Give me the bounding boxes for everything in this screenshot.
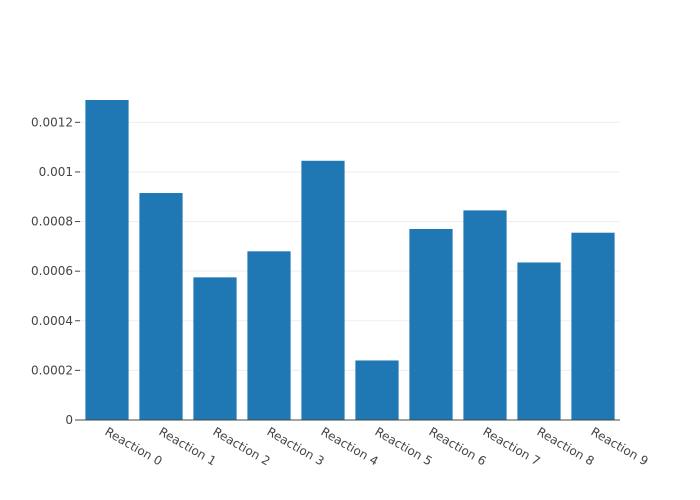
bar-8 [517, 262, 561, 420]
y-tick-label-5: 0.001 [39, 165, 73, 179]
y-tick-label-6: 0.0012 [31, 115, 73, 129]
bar-2 [193, 277, 237, 420]
x-tick-label-6: Reaction 6 [427, 424, 489, 468]
bar-3 [247, 251, 291, 420]
x-tick-label-0: Reaction 0 [103, 424, 165, 468]
bar-7 [463, 210, 507, 420]
x-tick-label-3: Reaction 3 [265, 424, 327, 468]
y-axis: 0 0.0002 0.0004 0.0006 0.0008 0.001 0.0012 [31, 115, 80, 427]
y-tick-label-4: 0.0008 [31, 215, 73, 229]
x-tick-label-4: Reaction 4 [319, 424, 381, 468]
y-tick-label-1: 0.0002 [31, 363, 73, 377]
bar-6 [409, 228, 453, 420]
y-tick-label-0: 0 [65, 413, 73, 427]
bars [85, 100, 615, 420]
bar-5 [355, 360, 399, 420]
x-tick-label-9: Reaction 9 [589, 424, 651, 468]
bar-4 [301, 160, 345, 420]
x-tick-label-2: Reaction 2 [211, 424, 273, 468]
x-tick-label-1: Reaction 1 [157, 424, 219, 468]
bar-0 [85, 100, 129, 420]
y-tick-label-2: 0.0004 [31, 314, 73, 328]
y-tick-label-3: 0.0006 [31, 264, 73, 278]
x-tick-label-8: Reaction 8 [535, 424, 597, 468]
bar-9 [571, 232, 615, 420]
bar-1 [139, 193, 183, 420]
x-tick-label-7: Reaction 7 [481, 424, 543, 468]
x-tick-label-5: Reaction 5 [373, 424, 435, 468]
